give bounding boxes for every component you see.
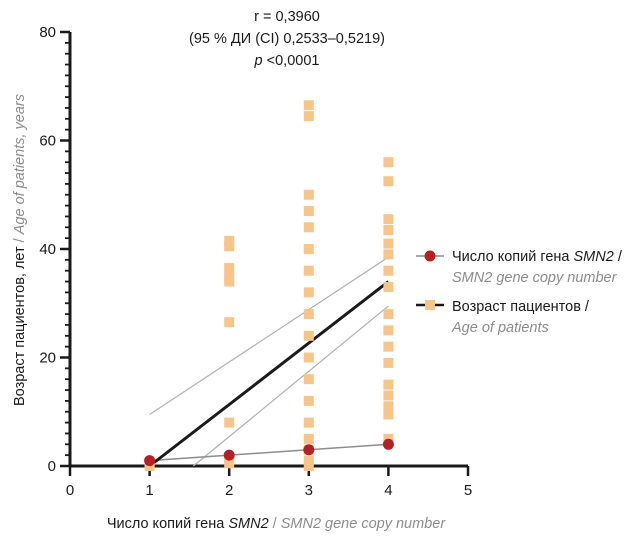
age-point [383,379,394,390]
age-point [383,225,394,236]
age-point [303,265,314,276]
age-point [383,249,394,260]
age-point [224,235,235,246]
age-point [224,417,235,428]
age-point [383,401,394,412]
age-point [303,330,314,341]
copy-number-point [382,438,394,450]
age-point [224,241,235,252]
legend-copy-label-ru: Число копий гена SMN2 / [452,249,623,265]
x-tick-label: 5 [464,482,472,499]
age-point [303,374,314,385]
x-tick-label: 3 [305,482,313,499]
x-tick-label: 4 [384,482,392,499]
age-point [383,214,394,225]
legend-copy-marker [424,250,436,262]
x-tick-labels: 0 1 2 3 4 5 [66,482,472,499]
age-point [303,352,314,363]
age-point [303,309,314,320]
age-point [303,111,314,122]
age-point [224,276,235,287]
annotation-p: p <0,0001 [254,53,320,69]
age-regression-line [148,280,390,468]
age-point [303,461,314,471]
age-point [383,357,394,368]
age-point [303,455,314,466]
age-point [303,417,314,428]
y-tick-label: 20 [39,350,56,367]
y-axis-title: Возраст пациентов, лет / Age of patients… [12,94,28,406]
age-point [383,265,394,276]
ci-upper-line [149,256,389,415]
y-tick-label: 80 [39,24,56,41]
ci-lower-line [192,305,389,467]
y-tick-label: 40 [39,241,56,258]
legend-copy-label-en: SMN2 gene copy number [452,270,618,286]
age-point [383,157,394,168]
age-point [303,244,314,254]
age-point [383,325,394,336]
copy-number-point [144,455,156,467]
legend-age-marker [425,300,435,310]
age-point [224,262,235,273]
age-point [383,309,394,320]
axes [60,30,470,476]
age-point [303,189,314,200]
copy-number-line [149,443,389,462]
age-point [303,287,314,298]
age-point [303,395,314,406]
copy-number-point [223,449,235,461]
age-point [303,100,314,111]
age-point [383,176,394,187]
legend: Число копий гена SMN2 / SMN2 gene copy n… [416,249,623,336]
age-point [383,281,394,292]
correlation-annotation: r = 0,3960 (95 % ДИ (CI) 0,2533–0,5219) … [189,9,385,69]
y-tick-label: 60 [39,133,56,150]
x-tick-label: 0 [66,482,74,499]
age-point [383,341,394,352]
x-tick-label: 2 [225,482,233,499]
x-axis-title: Число копий гена SMN2 / SMN2 gene copy n… [107,516,446,532]
annotation-r: r = 0,3960 [254,9,320,25]
x-tick-label: 1 [145,482,153,499]
age-point [383,390,394,401]
age-point [383,409,394,420]
age-point [224,458,235,469]
fit-lines [148,256,390,468]
legend-age-label-en: Age of patients [451,320,549,336]
y-tick-label: 0 [48,458,56,475]
age-point [303,433,314,444]
data-points [144,100,394,471]
y-tick-labels: 0 20 40 60 80 [39,24,56,475]
age-point [383,238,394,249]
age-point [224,317,235,328]
copy-number-point [303,444,315,456]
age-point [303,222,314,233]
age-point [303,206,314,217]
legend-age-label-ru: Возраст пациентов / [452,299,590,315]
annotation-ci: (95 % ДИ (CI) 0,2533–0,5219) [189,31,385,47]
age-point [224,271,235,282]
